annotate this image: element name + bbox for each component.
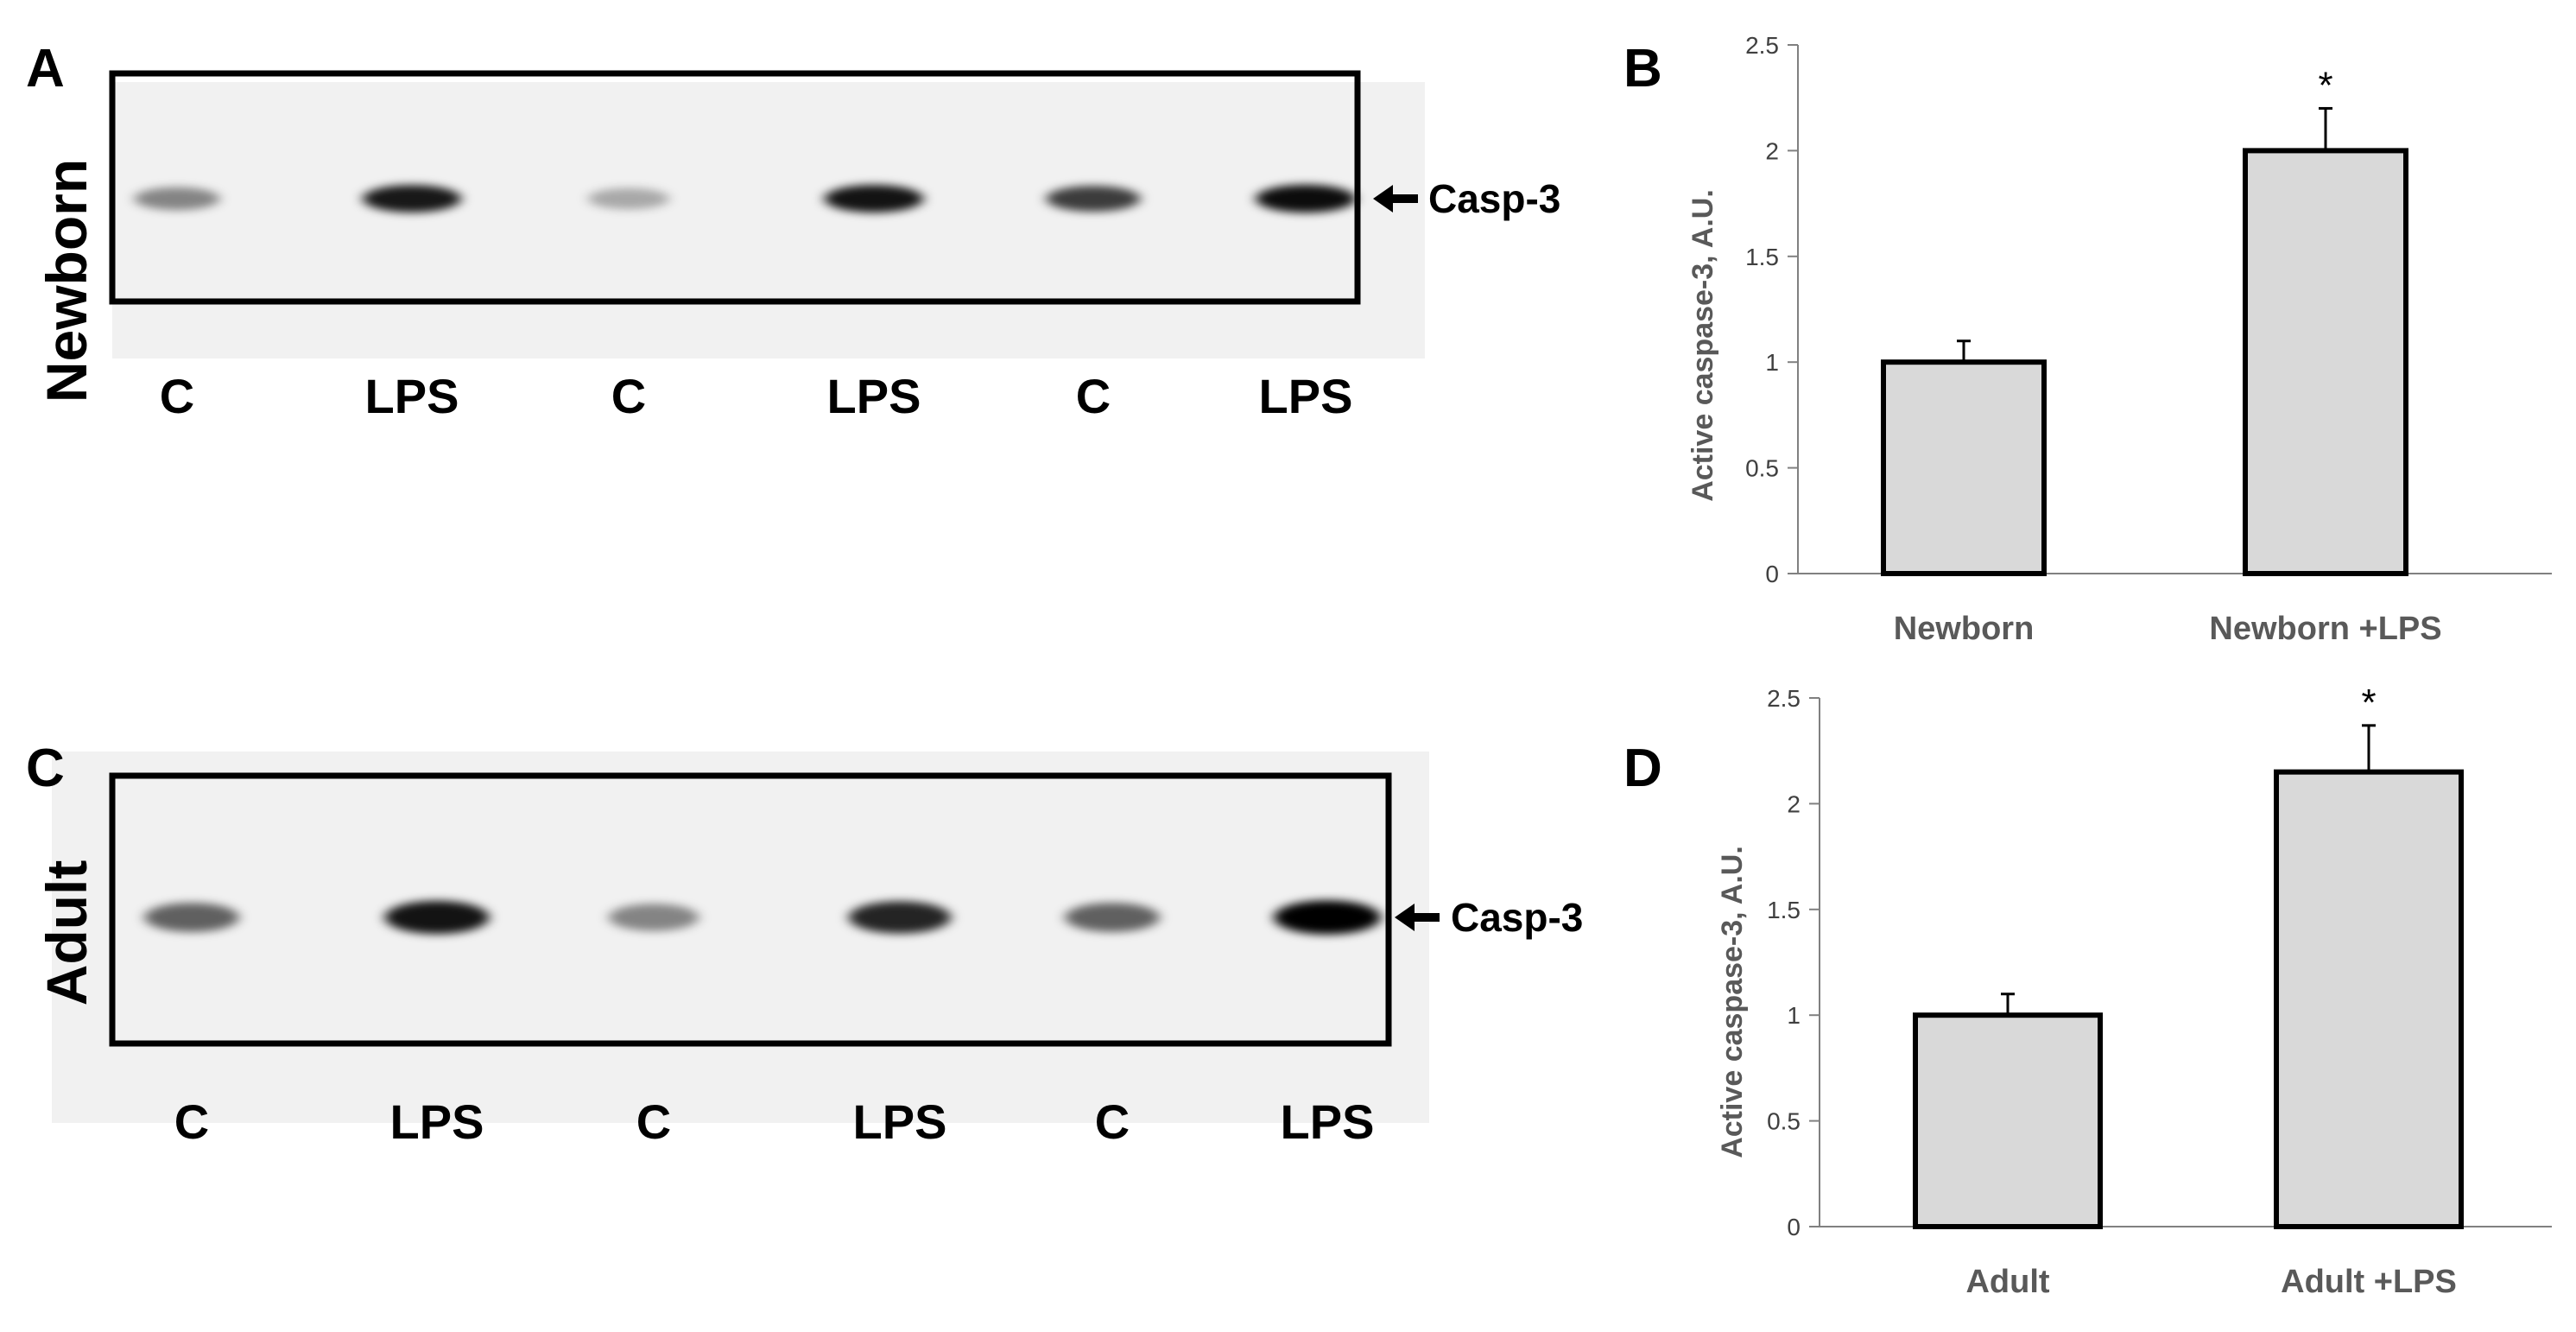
arrow-left-icon <box>1373 185 1418 212</box>
y-tick-label: 0.5 <box>1767 1108 1801 1135</box>
y-tick-label: 1 <box>1765 349 1779 376</box>
blot-adult: C Adult Casp-3 C LPS C LPS C LPS <box>26 739 1583 1149</box>
blot-band <box>824 184 924 213</box>
chart-d-categories: Adult Adult +LPS <box>1965 1264 2456 1300</box>
category-label: Newborn +LPS <box>2209 611 2441 647</box>
blot-adult-bands <box>144 900 1381 935</box>
blot-adult-marker-label: Casp-3 <box>1451 895 1583 940</box>
y-tick-label: 2.5 <box>1745 32 1779 59</box>
panel-letter-d: D <box>1623 739 1662 798</box>
y-tick-label: 0 <box>1765 561 1779 587</box>
lane-label: C <box>1095 1094 1130 1149</box>
chart-b-bars: * <box>1881 64 2408 577</box>
y-tick-label: 2 <box>1765 137 1779 164</box>
chart-d-y-axis-title: Active caspase-3, A.U. <box>1716 846 1749 1158</box>
lane-label: C <box>160 369 194 423</box>
bar <box>1913 1012 2103 1229</box>
bar <box>2274 769 2464 1229</box>
lane-label: C <box>174 1094 209 1149</box>
lane-label: C <box>636 1094 671 1149</box>
blot-newborn-background <box>112 82 1425 358</box>
significance-marker: * <box>2318 64 2332 106</box>
blot-band <box>384 900 490 935</box>
blot-band <box>608 904 699 931</box>
blot-band <box>1046 186 1141 212</box>
significance-marker: * <box>2361 682 2376 724</box>
blot-band <box>1065 903 1160 932</box>
blot-adult-frame <box>109 772 1392 1047</box>
blot-newborn-side-label: Newborn <box>35 159 98 403</box>
lane-label: LPS <box>365 369 459 423</box>
chart-b-y-axis-title: Active caspase-3, A.U. <box>1687 189 1719 502</box>
y-tick-label: 0.5 <box>1745 455 1779 482</box>
chart-b-y-ticks: 0 0.5 1 1.5 2 2.5 <box>1745 32 1798 587</box>
blot-newborn-lane-labels: C LPS C LPS C LPS <box>160 369 1353 423</box>
blot-adult-background <box>52 752 1429 1123</box>
bar <box>1881 359 2047 577</box>
lane-label: LPS <box>1259 369 1353 423</box>
blot-band <box>134 187 220 211</box>
y-tick-label: 2 <box>1787 790 1801 817</box>
lane-label: LPS <box>1281 1094 1375 1149</box>
category-label: Newborn <box>1894 611 2035 647</box>
y-tick-label: 1.5 <box>1767 897 1801 923</box>
category-label: Adult +LPS <box>2281 1264 2457 1300</box>
panel-letter-b: B <box>1623 39 1662 98</box>
category-label: Adult <box>1965 1264 2049 1300</box>
blot-band <box>1274 900 1381 935</box>
blot-adult-marker: Casp-3 <box>1395 895 1583 940</box>
panel-letter-c: C <box>26 739 65 798</box>
blot-newborn: A Newborn Casp-3 C LPS C LPS C LPS <box>26 39 1560 423</box>
panel-letter-a: A <box>26 39 65 98</box>
blot-adult-side-label: Adult <box>35 860 98 1006</box>
lane-label: LPS <box>827 369 921 423</box>
y-tick-label: 0 <box>1787 1214 1801 1240</box>
blot-adult-lane-labels: C LPS C LPS C LPS <box>174 1094 1375 1149</box>
blot-band <box>587 187 670 210</box>
chart-b: B Active caspase-3, A.U. 00.511.522.5 * … <box>1623 32 2552 647</box>
blot-band <box>1256 184 1356 213</box>
chart-d-y-ticks: 0 0.5 1 1.5 2 2.5 <box>1767 685 1820 1240</box>
blot-band <box>848 901 952 934</box>
blot-band <box>144 903 239 932</box>
bar <box>2243 148 2408 576</box>
y-tick-label: 2.5 <box>1767 685 1801 712</box>
blot-newborn-marker: Casp-3 <box>1373 176 1560 221</box>
blot-newborn-bands <box>134 184 1356 213</box>
blot-band <box>362 185 462 212</box>
chart-d: D Active caspase-3, A.U. 00.511.522.5 * … <box>1623 682 2552 1300</box>
blot-newborn-marker-label: Casp-3 <box>1428 176 1560 221</box>
lane-label: C <box>1076 369 1111 423</box>
lane-label: C <box>611 369 646 423</box>
chart-b-categories: Newborn Newborn +LPS <box>1894 611 2442 647</box>
chart-d-bars: * <box>1913 682 2464 1229</box>
lane-label: LPS <box>390 1094 484 1149</box>
lane-label: LPS <box>853 1094 947 1149</box>
arrow-left-icon <box>1395 904 1440 931</box>
y-tick-label: 1 <box>1787 1002 1801 1029</box>
y-tick-label: 1.5 <box>1745 244 1779 270</box>
blot-newborn-frame <box>109 70 1361 305</box>
